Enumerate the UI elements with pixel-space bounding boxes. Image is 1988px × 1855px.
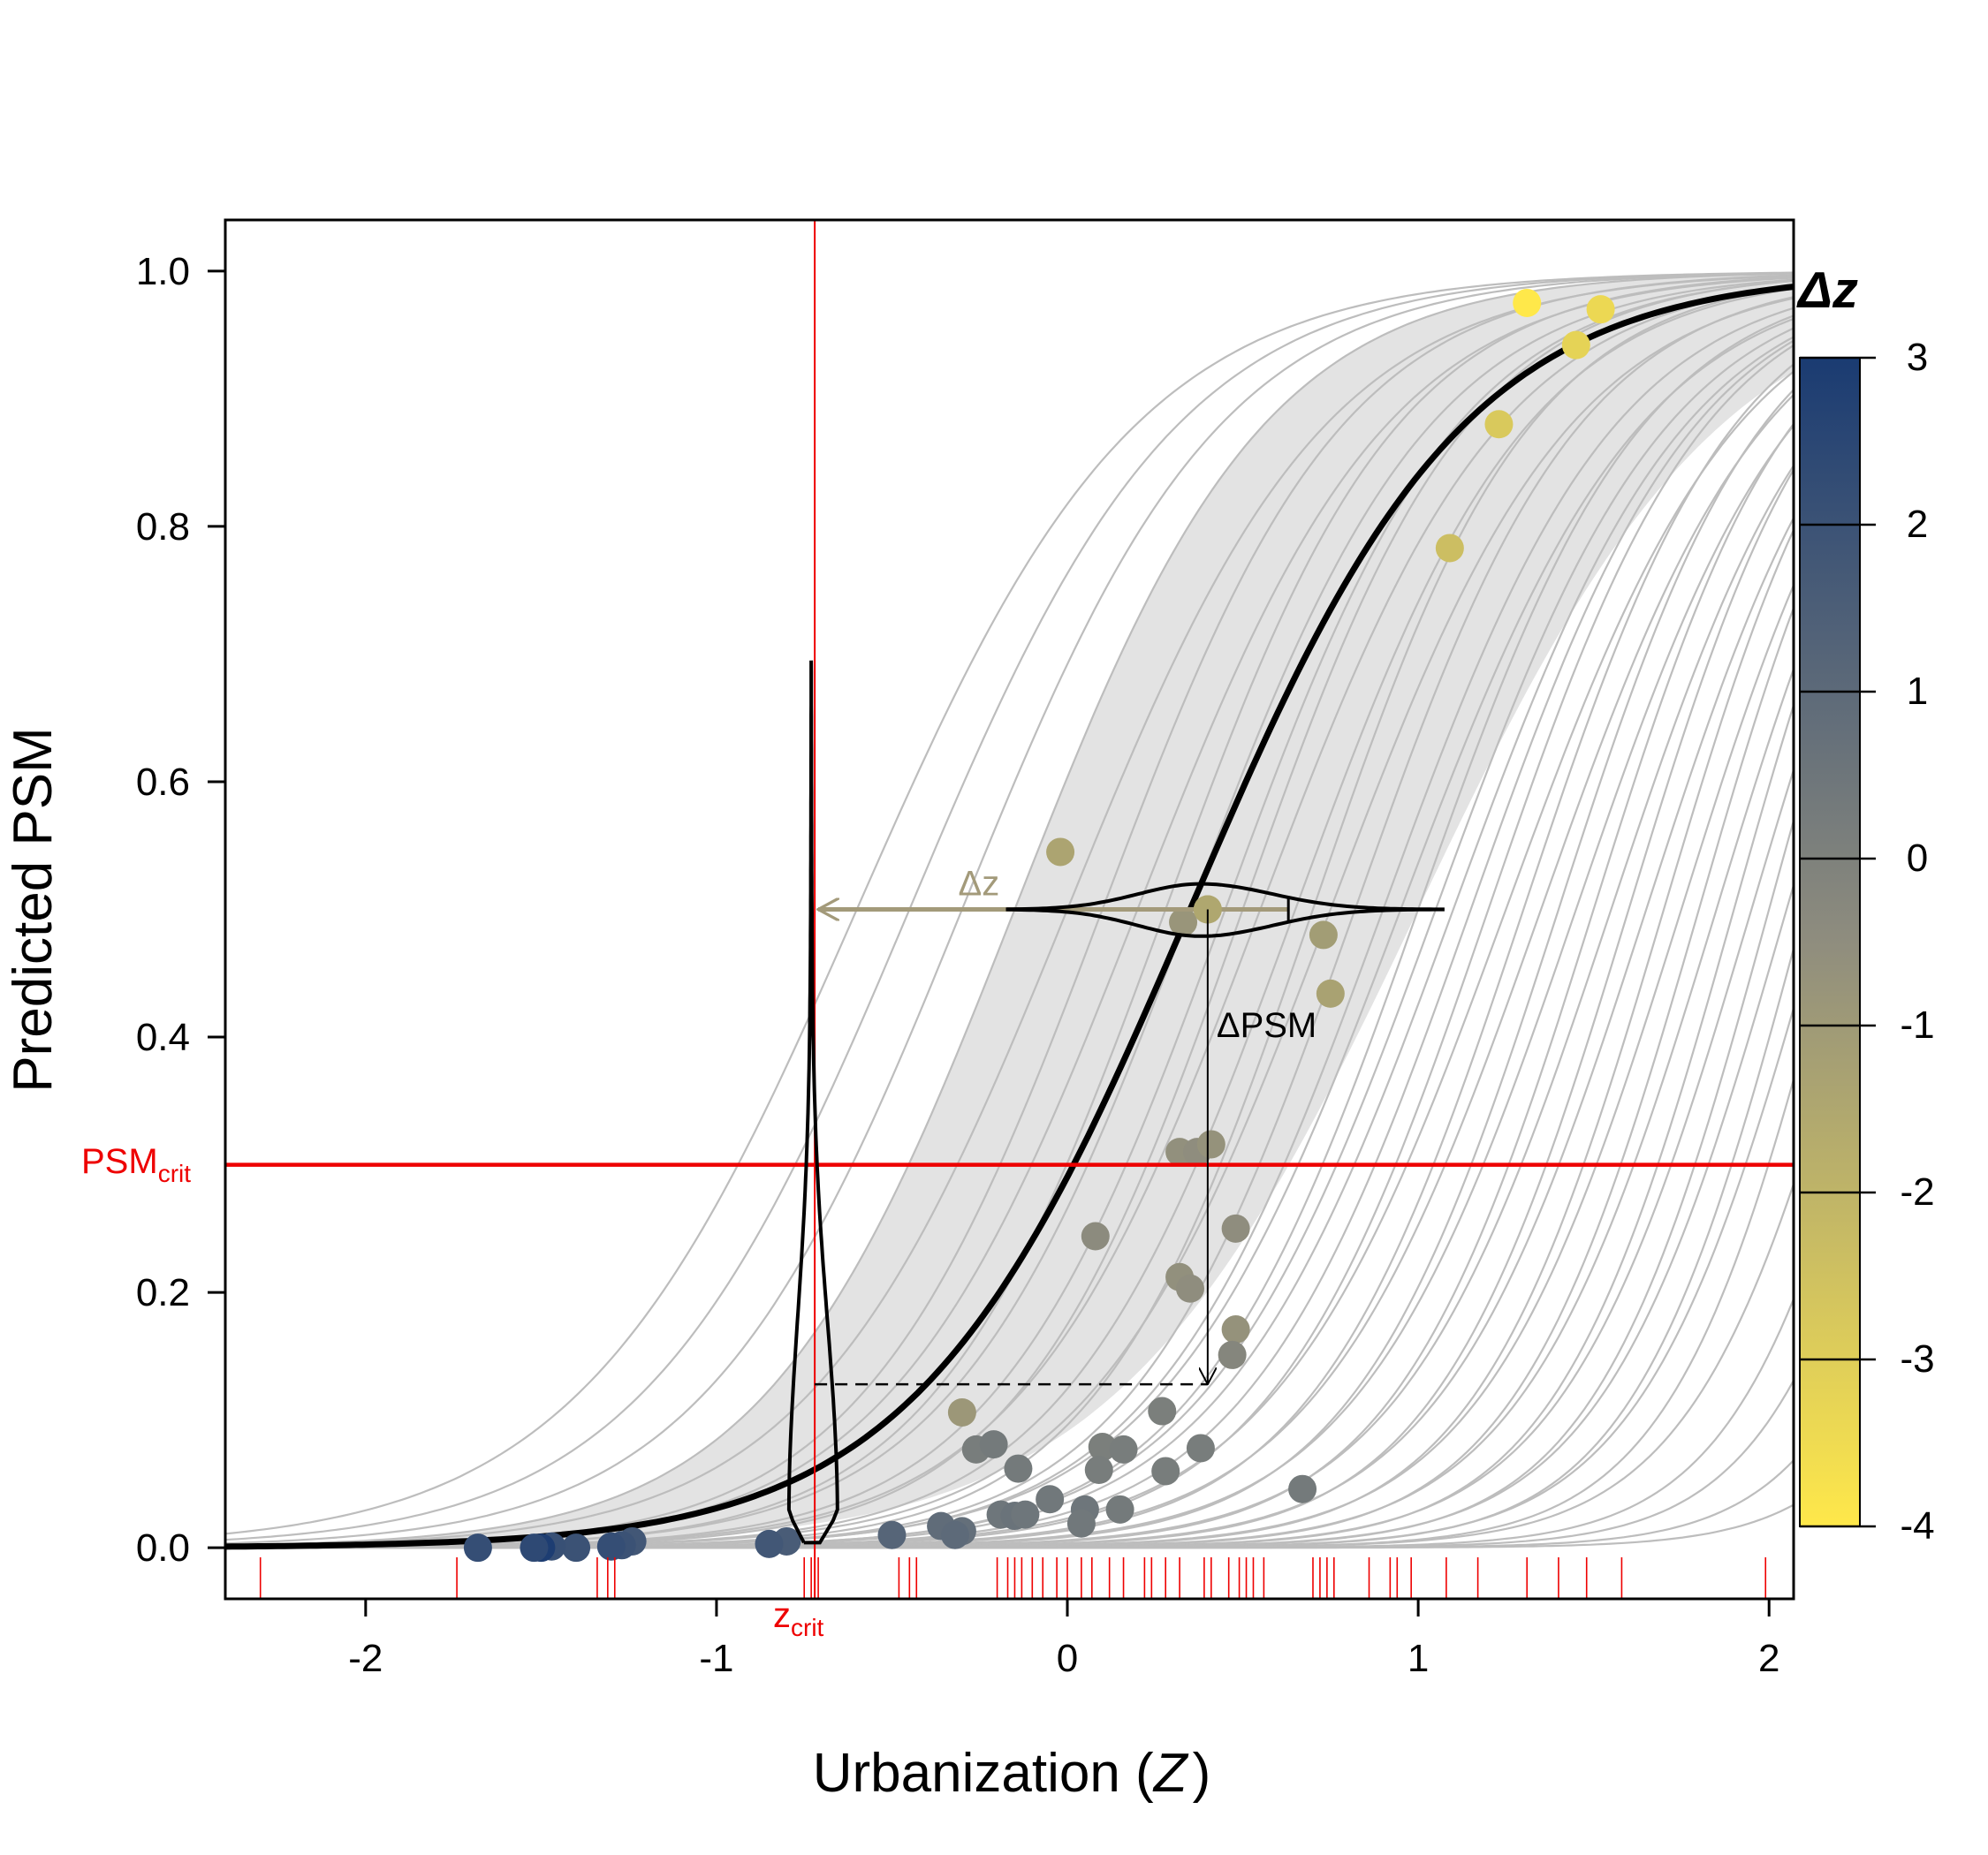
data-point: [1011, 1500, 1040, 1529]
data-point: [1309, 920, 1338, 950]
critical-labels: PSMcrit zcrit: [81, 1142, 824, 1641]
annotations: Δz ΔPSM: [225, 220, 1794, 1599]
colorbar-legend: Δz 3 2 1 0 -1 -2 -3 -4: [1796, 261, 1935, 1548]
dpsm-label: ΔPSM: [1217, 1006, 1316, 1045]
colorbar-tick-label: 3: [1907, 336, 1928, 379]
x-tick-label: 1: [1408, 1637, 1429, 1680]
y-axis-title: Predicted PSM: [3, 727, 64, 1093]
data-point: [947, 1397, 976, 1427]
colorbar-tick-label: 2: [1907, 503, 1928, 546]
confidence-band: [225, 273, 1794, 1548]
z-crit-label: zcrit: [773, 1596, 824, 1641]
data-point: [1084, 1456, 1113, 1485]
data-point: [1186, 1434, 1215, 1463]
data-point: [1151, 1457, 1180, 1486]
rug-marks: [259, 1557, 1767, 1599]
legend-title: Δz: [1796, 261, 1858, 319]
data-point: [1484, 410, 1514, 439]
colorbar-tick-label: 0: [1907, 837, 1928, 880]
data-point: [1561, 330, 1590, 360]
site-curve: [225, 271, 1794, 1541]
colorbar-tick-label: 1: [1907, 670, 1928, 713]
data-point: [1435, 534, 1464, 563]
plot-area: Δz ΔPSM: [225, 220, 1794, 1599]
data-point: [1288, 1474, 1317, 1503]
data-point: [1036, 1485, 1065, 1514]
y-tick-label: 0.4: [136, 1016, 190, 1059]
data-point: [1105, 1495, 1134, 1524]
data-point: [1046, 837, 1075, 867]
data-point: [1081, 1222, 1110, 1251]
data-point: [1586, 295, 1615, 324]
data-point: [1196, 1130, 1225, 1159]
data-point: [1066, 1509, 1096, 1538]
data-point: [562, 1533, 591, 1563]
x-axis-title: Urbanization (Z): [813, 1743, 1211, 1804]
data-point: [1316, 979, 1345, 1008]
data-point: [940, 1520, 969, 1549]
data-point: [520, 1533, 549, 1563]
data-point: [1088, 1433, 1117, 1462]
colorbar-tick-label: -1: [1900, 1003, 1934, 1047]
x-tick-label: 2: [1758, 1637, 1779, 1680]
data-point: [877, 1520, 907, 1549]
axes: -2 -1 0 1 2 0.0 0.2 0.4 0.6 0.8 1.0: [136, 250, 1780, 1680]
psm-crit-label: PSMcrit: [81, 1142, 191, 1187]
data-point: [755, 1529, 784, 1558]
data-point: [979, 1430, 1008, 1459]
y-tick-label: 0.0: [136, 1526, 190, 1570]
y-tick-label: 0.8: [136, 505, 190, 549]
data-point: [1176, 1274, 1205, 1303]
site-curve: [225, 272, 1794, 1545]
site-curve: [225, 271, 1794, 1535]
y-tick-label: 1.0: [136, 250, 190, 293]
colorbar: [1799, 357, 1861, 1527]
dz-label: Δz: [958, 865, 999, 904]
data-point: [463, 1533, 492, 1563]
data-point: [1218, 1340, 1247, 1369]
y-tick-label: 0.6: [136, 761, 190, 804]
data-point: [1004, 1454, 1033, 1483]
data-point: [1109, 1435, 1138, 1464]
x-tick-label: -1: [699, 1637, 733, 1680]
vertical-violin: [786, 660, 839, 1545]
data-point: [1513, 288, 1542, 317]
colorbar-tick-label: -2: [1900, 1170, 1934, 1214]
colorbar-tick-label: -4: [1900, 1504, 1934, 1548]
data-point: [1221, 1214, 1250, 1243]
data-point: [1148, 1397, 1177, 1426]
data-point: [1221, 1315, 1250, 1344]
x-tick-label: 0: [1057, 1637, 1078, 1680]
y-tick-label: 0.2: [136, 1271, 190, 1314]
horizontal-violin: [1005, 882, 1445, 938]
colorbar-tick-label: -3: [1900, 1337, 1934, 1381]
data-point: [1169, 907, 1198, 936]
data-point: [596, 1532, 626, 1561]
plot-frame: [224, 218, 1795, 1601]
colorbar-ticks: 3 2 1 0 -1 -2 -3 -4: [1800, 336, 1935, 1548]
x-tick-label: -2: [348, 1637, 383, 1680]
